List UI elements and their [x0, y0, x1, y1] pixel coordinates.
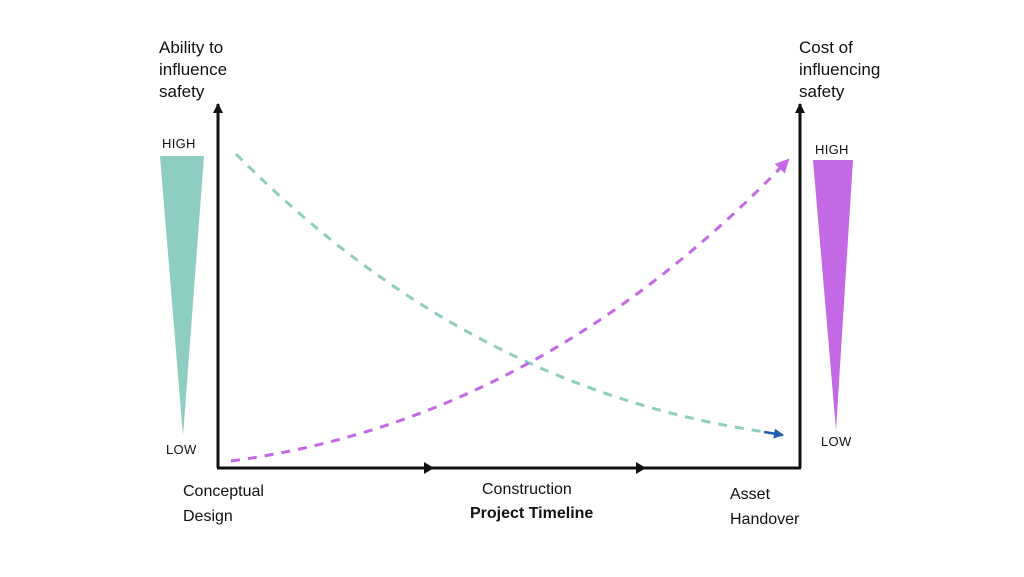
cost-curve	[230, 158, 790, 463]
right-axis-title: Cost of influencing safety	[799, 38, 881, 101]
left-low-label: LOW	[166, 442, 197, 457]
stage-construction: Construction	[482, 481, 572, 498]
timeline-title: Project Timeline	[470, 505, 594, 522]
cost-wedge	[813, 160, 853, 430]
ability-wedge	[160, 156, 204, 436]
x-axis-arrow-1	[424, 462, 434, 474]
x-axis-arrow-2	[636, 462, 646, 474]
stage-asset-handover: Asset Handover	[730, 486, 800, 528]
right-high-label: HIGH	[815, 142, 849, 157]
right-low-label: LOW	[821, 434, 852, 449]
stage-conceptual-design: Conceptual Design	[183, 483, 264, 525]
ability-curve-arrow	[763, 428, 784, 439]
ability-curve	[234, 152, 767, 434]
left-high-label: HIGH	[162, 136, 196, 151]
left-axis-title: Ability to influence safety	[159, 38, 228, 101]
